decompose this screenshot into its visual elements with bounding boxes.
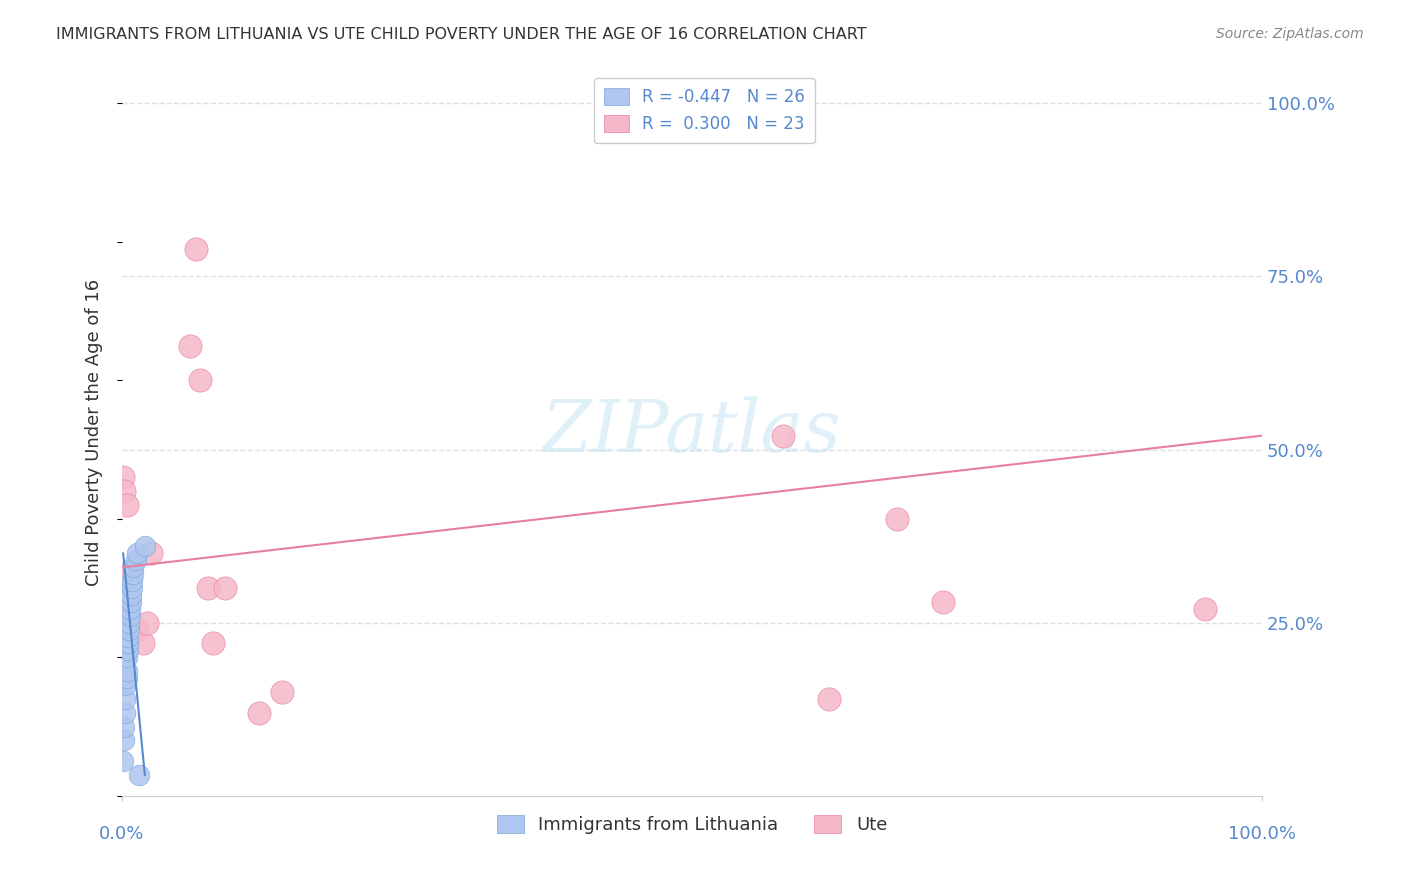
Point	[122, 560, 145, 574]
Point	[112, 720, 135, 734]
Point	[202, 636, 225, 650]
Text: 100.0%: 100.0%	[1227, 825, 1296, 843]
Point	[112, 733, 135, 747]
Point	[125, 553, 148, 567]
Point	[112, 754, 135, 768]
Point	[118, 608, 141, 623]
Point	[115, 664, 138, 678]
Point	[114, 567, 136, 582]
Y-axis label: Child Poverty Under the Age of 16: Child Poverty Under the Age of 16	[86, 278, 103, 586]
Text: ZIPatlas: ZIPatlas	[543, 397, 842, 467]
Point	[247, 706, 270, 720]
Point	[179, 338, 201, 352]
Point	[114, 678, 136, 692]
Point	[115, 650, 138, 665]
Point	[117, 643, 139, 657]
Point	[134, 540, 156, 554]
Point	[120, 595, 142, 609]
Point	[114, 706, 136, 720]
Point	[121, 581, 143, 595]
Point	[117, 636, 139, 650]
Point	[214, 581, 236, 595]
Legend: Immigrants from Lithuania, Ute: Immigrants from Lithuania, Ute	[489, 807, 894, 841]
Point	[1194, 602, 1216, 616]
Text: 0.0%: 0.0%	[100, 825, 145, 843]
Point	[120, 588, 142, 602]
Point	[115, 671, 138, 685]
Point	[932, 595, 955, 609]
Point	[117, 630, 139, 644]
Point	[112, 484, 135, 499]
Text: Source: ZipAtlas.com: Source: ZipAtlas.com	[1216, 27, 1364, 41]
Point	[118, 602, 141, 616]
Point	[128, 768, 150, 782]
Point	[886, 512, 908, 526]
Point	[114, 691, 136, 706]
Point	[139, 546, 162, 560]
Text: IMMIGRANTS FROM LITHUANIA VS UTE CHILD POVERTY UNDER THE AGE OF 16 CORRELATION C: IMMIGRANTS FROM LITHUANIA VS UTE CHILD P…	[56, 27, 868, 42]
Point	[118, 615, 141, 630]
Point	[112, 470, 135, 484]
Point	[125, 546, 148, 560]
Point	[186, 242, 208, 256]
Point	[270, 685, 292, 699]
Point	[122, 567, 145, 582]
Point	[197, 581, 219, 595]
Point	[188, 373, 211, 387]
Point	[125, 623, 148, 637]
Point	[118, 623, 141, 637]
Point	[121, 574, 143, 588]
Point	[817, 691, 839, 706]
Point	[122, 623, 145, 637]
Point	[115, 498, 138, 512]
Point	[772, 428, 794, 442]
Point	[131, 636, 153, 650]
Point	[117, 595, 139, 609]
Point	[136, 615, 159, 630]
